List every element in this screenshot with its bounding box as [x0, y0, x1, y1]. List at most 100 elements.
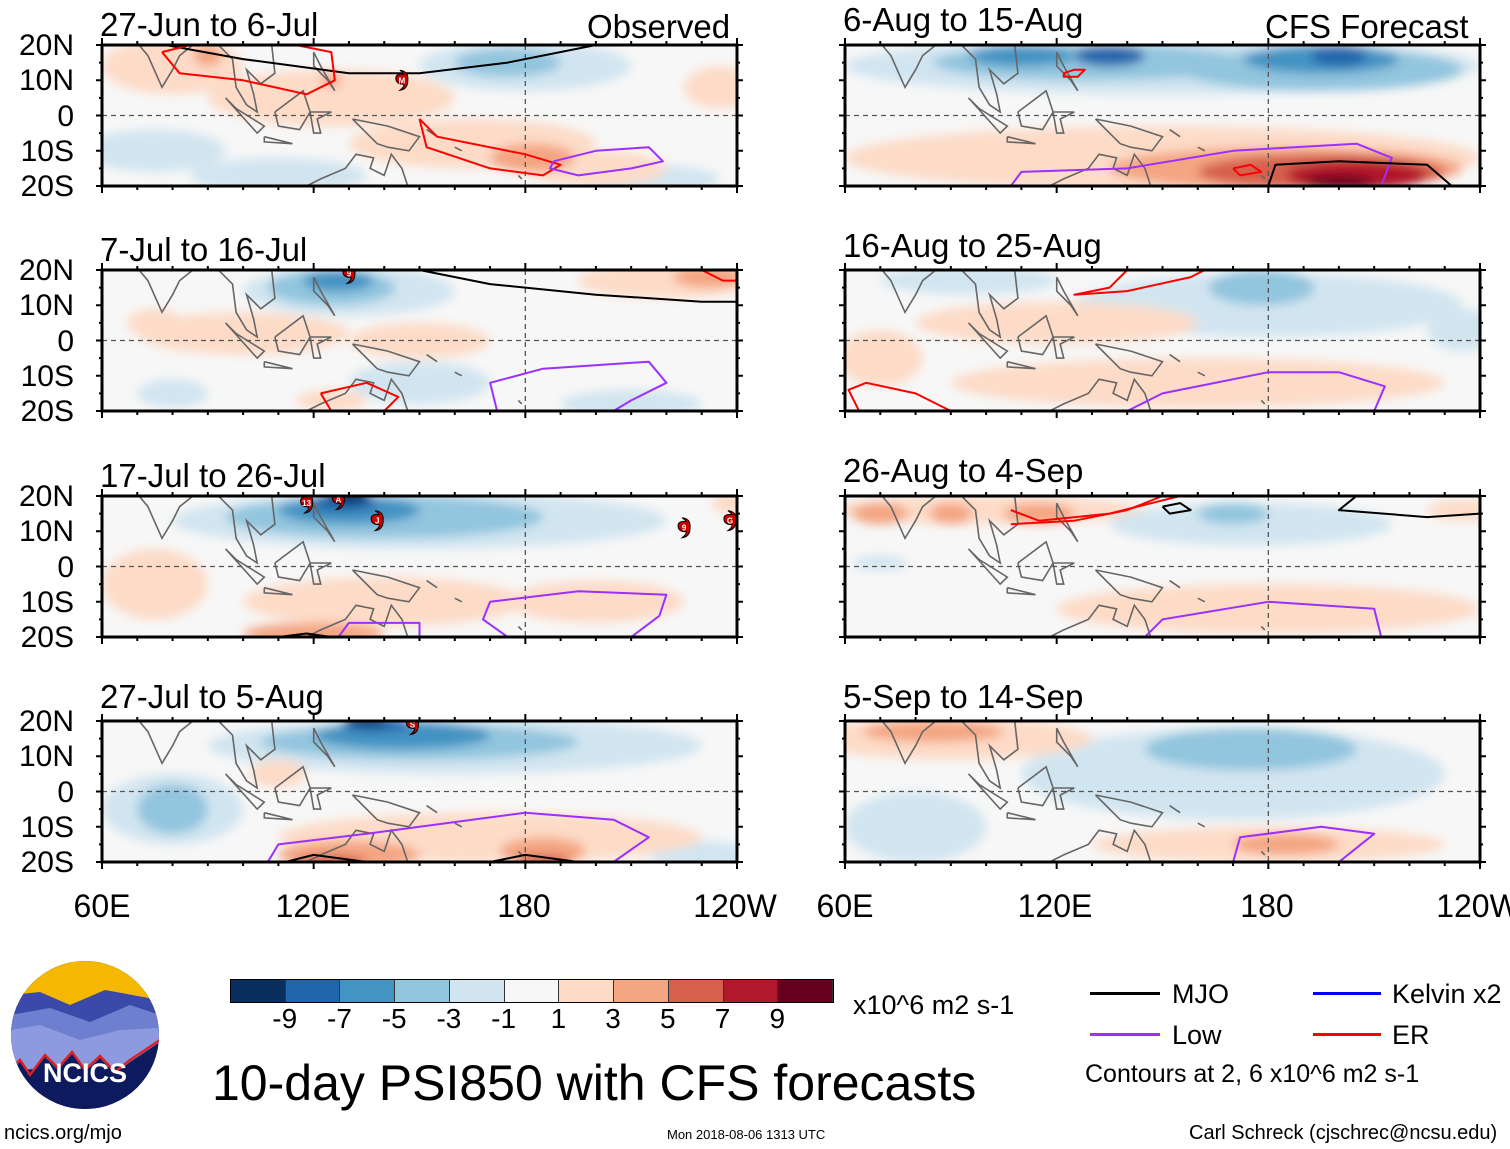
cyclone-symbol: [677, 517, 691, 539]
coastline: [1055, 502, 1079, 543]
er-contour: [701, 270, 737, 282]
coastline: [1052, 562, 1075, 585]
coastline: [1260, 174, 1266, 180]
negative-anomaly: [1208, 270, 1315, 306]
mjo-contour: [285, 853, 367, 862]
low-contour: [337, 621, 421, 637]
coastline: [224, 773, 266, 811]
coastline: [1017, 765, 1054, 807]
coastline: [517, 399, 523, 405]
coastline: [426, 579, 438, 589]
coastline: [304, 603, 409, 637]
logo-text: NCICS: [43, 1058, 127, 1088]
lat-label: 10N: [18, 289, 74, 323]
legend-label-kelvin: Kelvin x2: [1392, 979, 1502, 1009]
positive-anomaly: [852, 503, 909, 525]
negative-anomaly: [137, 784, 208, 834]
coastline: [312, 727, 336, 768]
storm-label: 13: [302, 499, 311, 508]
positive-anomaly: [507, 580, 685, 623]
map-content: [845, 270, 1480, 411]
coastline: [1052, 787, 1075, 810]
colorbar-swatch: [778, 980, 834, 1002]
negative-anomaly: [852, 555, 909, 571]
coastline: [304, 377, 409, 411]
storm-label: J: [375, 517, 379, 526]
coastline: [138, 45, 195, 90]
positive-anomaly: [296, 389, 367, 411]
low-legend-line: [1090, 1033, 1160, 1036]
coastline: [960, 270, 1019, 339]
colorbar-tick-label: -3: [436, 1003, 462, 1034]
lon-label: 60E: [816, 888, 874, 924]
coastline: [1094, 794, 1164, 828]
coastline: [224, 322, 266, 360]
coastline: [217, 45, 276, 114]
anomaly-field: [845, 496, 1480, 634]
er-contour: [1073, 270, 1206, 296]
positive-anomaly: [1427, 499, 1480, 521]
lat-label: 10N: [18, 515, 74, 549]
tropical-cyclone-icon: J: [370, 510, 384, 532]
lat-label: 20S: [20, 846, 74, 879]
coastline: [351, 343, 421, 377]
low-contour: [549, 146, 664, 177]
coastline: [263, 811, 293, 821]
map-panel: [839, 489, 1486, 644]
coastline: [274, 765, 311, 807]
coastline: [1017, 314, 1054, 356]
map-panel: [839, 263, 1486, 418]
coastline: [1260, 625, 1266, 631]
coastline: [263, 360, 293, 370]
positive-anomaly: [929, 503, 972, 525]
cfs-forecast-label: CFS Forecast: [1265, 8, 1469, 45]
cyclone-symbol: [331, 496, 345, 511]
colorbar-tick-label: -9: [272, 1003, 298, 1034]
lon-label: 120W: [693, 888, 777, 924]
colorbar-swatch: [668, 980, 724, 1002]
coastline: [304, 152, 409, 186]
anomaly-field: [102, 496, 737, 637]
map-content: 9: [102, 270, 737, 411]
coastline: [1052, 336, 1075, 359]
positive-anomaly: [1303, 175, 1375, 186]
anomaly-field: [845, 721, 1445, 862]
coastline: [960, 721, 1019, 790]
tropical-cyclone-icon: M: [395, 69, 409, 91]
colorbar-swatch: [449, 980, 505, 1002]
coastline: [1197, 146, 1206, 152]
colorbar-swatch: [340, 980, 396, 1002]
negative-anomaly: [1074, 45, 1145, 67]
negative-anomaly: [1109, 503, 1392, 546]
map-content: [845, 721, 1480, 862]
coastline: [1006, 135, 1036, 145]
lon-label: 120E: [275, 888, 351, 924]
coastline: [1169, 804, 1181, 814]
lat-label: 20N: [18, 705, 74, 738]
coastline: [967, 548, 1009, 586]
site-link[interactable]: ncics.org/mjo: [4, 1122, 122, 1144]
panel-title: 27-Jun to 6-Jul: [100, 6, 319, 43]
positive-anomaly: [915, 301, 1198, 345]
panel-title: 27-Jul to 5-Aug: [100, 678, 324, 715]
er-contour: [847, 381, 952, 411]
negative-anomaly: [1427, 308, 1480, 352]
coastline: [1094, 569, 1164, 603]
observed-label: Observed: [587, 8, 731, 45]
storm-label: G: [727, 517, 733, 526]
coastline: [454, 371, 463, 377]
coastline: [138, 496, 195, 541]
storm-label: A: [335, 496, 341, 505]
er-contour: [1010, 496, 1163, 526]
colorbar-tick-label: -7: [327, 1003, 352, 1034]
coastline: [263, 135, 293, 145]
panel-title: 16-Aug to 25-Aug: [843, 227, 1102, 264]
coastline: [426, 804, 438, 814]
coastline: [312, 276, 336, 317]
low-contour: [482, 590, 668, 637]
lon-label: 120W: [1436, 888, 1510, 924]
mjo-contour: [165, 45, 597, 75]
colorbar-tick-label: 7: [714, 1003, 731, 1034]
lon-label: 180: [497, 888, 551, 924]
lat-label: 20S: [20, 170, 74, 203]
